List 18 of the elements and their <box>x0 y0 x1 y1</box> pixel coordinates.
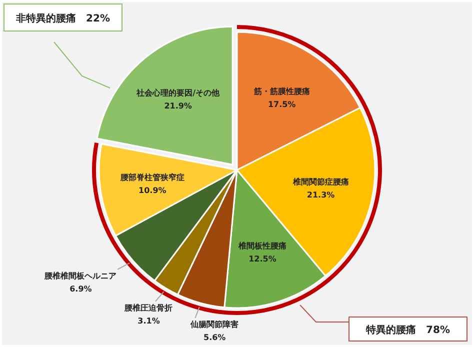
text: 非特異的腰痛 22% <box>15 12 110 24</box>
slice-label: 腰椎圧迫骨折 <box>124 303 173 312</box>
data-label: 3.1% <box>138 316 160 326</box>
data-label: 21.3% <box>306 190 335 200</box>
data-label: 10.9% <box>138 186 166 196</box>
slice-label: 腰部脊柱管狭窄症 <box>119 173 184 182</box>
data-label: 5.6% <box>204 333 226 342</box>
data-label: 6.9% <box>70 284 92 294</box>
data-label: 12.5% <box>248 254 276 264</box>
slice-label: 椎間板性腰痛 <box>237 242 286 251</box>
data-label: 17.5% <box>268 100 296 110</box>
data-label: 21.9% <box>164 102 192 111</box>
text: 特異的腰痛 78% <box>365 324 450 336</box>
slice-label: 筋・筋膜性腰痛 <box>252 87 310 96</box>
slice-label: 椎間関節症腰痛 <box>292 177 349 186</box>
slice-label: 腰椎椎間板ヘルニア <box>44 271 117 280</box>
slice-label: 社会心理的要因/その他 <box>136 88 221 98</box>
slice-label: 仙腸関節障害 <box>190 319 239 329</box>
